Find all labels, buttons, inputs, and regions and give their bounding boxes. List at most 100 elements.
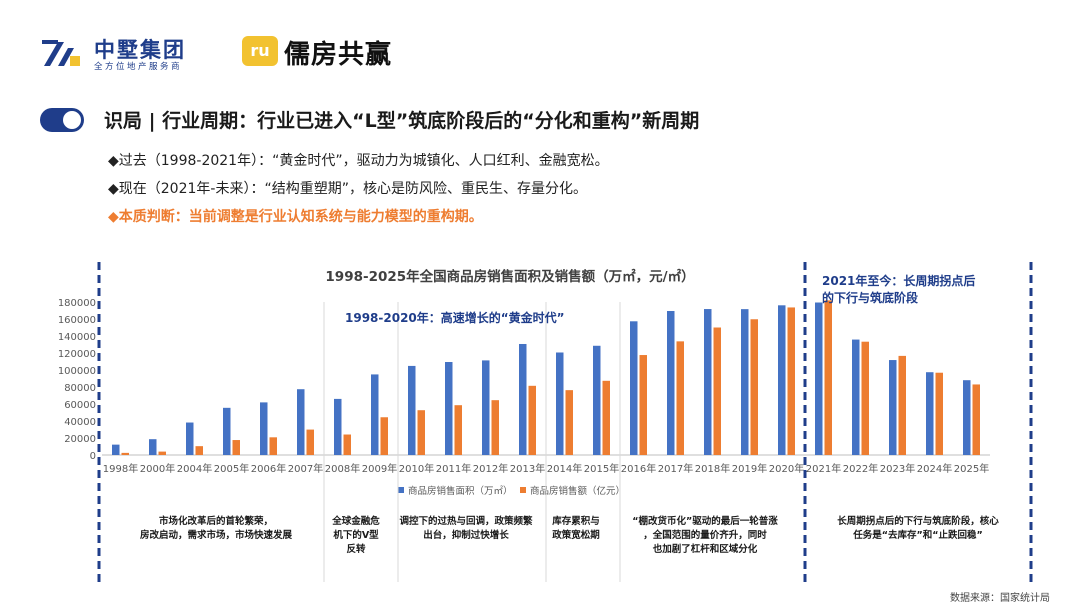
bar-sales-6	[343, 434, 351, 455]
y-tick-label-5: 100000	[58, 366, 96, 377]
x-tick-label-22: 2024年	[917, 462, 952, 475]
company-name: 中墅集团	[94, 38, 186, 62]
bar-area-14	[630, 321, 638, 455]
x-tick-label-11: 2013年	[510, 462, 545, 475]
bullet-judgement: ◆本质判断：当前调整是行业认知系统与能力模型的重构期。	[108, 209, 483, 225]
bar-sales-17	[750, 319, 758, 455]
bar-area-0	[112, 444, 120, 455]
x-tick-label-13: 2015年	[584, 462, 619, 475]
bar-sales-20	[861, 341, 869, 455]
x-tick-label-10: 2012年	[473, 462, 508, 475]
bar-sales-5	[306, 429, 314, 455]
x-tick-label-14: 2016年	[621, 462, 656, 475]
x-tick-label-0: 1998年	[103, 462, 138, 475]
x-tick-label-5: 2007年	[288, 462, 323, 475]
y-tick-label-7: 140000	[58, 332, 96, 343]
bar-area-5	[297, 389, 305, 455]
bar-sales-8	[417, 410, 425, 455]
bar-area-10	[482, 360, 490, 455]
x-tick-label-6: 2008年	[325, 462, 360, 475]
x-tick-label-1: 2000年	[140, 462, 175, 475]
x-tick-label-8: 2010年	[399, 462, 434, 475]
bar-area-15	[667, 311, 675, 455]
y-tick-label-4: 80000	[64, 383, 96, 394]
phase-note-4: “棚改货币化”驱动的最后一轮普涨，全国范围的量价齐升，同时也加剧了杠杆和区域分化	[632, 515, 778, 555]
bar-sales-2	[195, 446, 203, 455]
x-tick-label-23: 2025年	[954, 462, 989, 475]
bar-area-16	[704, 309, 712, 455]
bar-sales-7	[380, 417, 388, 455]
bar-sales-1	[158, 451, 166, 455]
bar-area-13	[593, 345, 601, 455]
x-tick-label-21: 2023年	[880, 462, 915, 475]
phase-note-3: 库存累积与政策宽松期	[551, 515, 600, 541]
x-tick-label-15: 2017年	[658, 462, 693, 475]
bar-area-9	[445, 362, 453, 455]
x-tick-label-12: 2014年	[547, 462, 582, 475]
bar-area-3	[223, 407, 231, 455]
bar-sales-18	[787, 307, 795, 455]
bar-area-12	[556, 352, 564, 455]
bar-area-8	[408, 365, 416, 455]
y-tick-label-0: 0	[90, 451, 96, 462]
bar-sales-13	[602, 380, 610, 455]
building-logo-icon	[42, 40, 80, 66]
y-tick-label-3: 60000	[64, 400, 96, 411]
bar-area-4	[260, 402, 268, 455]
bar-area-20	[852, 339, 860, 455]
company-tagline: 全方位地产服务商	[94, 62, 183, 72]
bar-area-1	[149, 439, 157, 455]
phase-note-0: 市场化改革后的首轮繁荣，房改启动，需求市场，市场快速发展	[140, 515, 293, 541]
bar-area-2	[186, 422, 194, 455]
bullet-present: ◆现在（2021年-未来）：“结构重塑期”，核心是防风险、重民生、存量分化。	[108, 181, 587, 197]
x-tick-label-2: 2004年	[177, 462, 212, 475]
x-tick-label-16: 2018年	[695, 462, 730, 475]
bar-sales-10	[491, 400, 499, 455]
phase-note-2: 调控下的过热与回调，政策频繁出台，抑制过快增长	[399, 515, 533, 541]
bar-sales-15	[676, 341, 684, 455]
bar-sales-14	[639, 355, 647, 455]
bar-area-18	[778, 305, 786, 455]
y-tick-label-8: 160000	[58, 315, 96, 326]
bar-area-22	[926, 372, 934, 455]
x-tick-label-3: 2005年	[214, 462, 249, 475]
bar-sales-22	[935, 372, 943, 455]
y-tick-label-9: 180000	[58, 298, 96, 309]
brand-name: 儒房共赢	[284, 40, 393, 70]
legend-label-1: 商品房销售额（亿元）	[530, 485, 625, 497]
bar-area-6	[334, 398, 342, 455]
bar-area-21	[889, 360, 897, 455]
bar-area-17	[741, 309, 749, 455]
bar-sales-9	[454, 405, 462, 455]
x-tick-label-4: 2006年	[251, 462, 286, 475]
bar-sales-16	[713, 327, 721, 455]
bar-sales-21	[898, 355, 906, 455]
x-tick-label-20: 2022年	[843, 462, 878, 475]
page-title: 识局 | 行业周期：行业已进入“L型”筑底阶段后的“分化和重构”新周期	[104, 110, 700, 132]
bar-area-19	[815, 302, 823, 455]
legend-swatch-0	[398, 487, 404, 493]
y-tick-label-2: 40000	[64, 417, 96, 428]
x-tick-label-18: 2020年	[769, 462, 804, 475]
x-tick-label-7: 2009年	[362, 462, 397, 475]
bar-area-7	[371, 374, 379, 455]
bar-sales-0	[121, 452, 129, 455]
era2-label: 2021年至今：长周期拐点后的下行与筑底阶段	[822, 273, 975, 305]
brand-badge: ru	[242, 36, 278, 66]
y-tick-label-6: 120000	[58, 349, 96, 360]
bar-sales-11	[528, 385, 536, 455]
era1-label: 1998-2020年：高速增长的“黄金时代”	[345, 310, 565, 325]
y-tick-label-1: 20000	[64, 434, 96, 445]
x-tick-label-9: 2011年	[436, 462, 471, 475]
phase-note-1: 全球金融危机下的V型反转	[331, 515, 380, 555]
bullet-past: ◆过去（1998-2021年）：“黄金时代”，驱动力为城镇化、人口红利、金融宽松…	[108, 153, 609, 169]
bar-sales-4	[269, 437, 277, 455]
bar-area-23	[963, 380, 971, 455]
x-tick-label-19: 2021年	[806, 462, 841, 475]
bar-area-11	[519, 343, 527, 455]
chart-title: 1998-2025年全国商品房销售面积及销售额（万㎡，元/㎡）	[325, 268, 694, 285]
legend-swatch-1	[520, 487, 526, 493]
data-source: 数据来源：国家统计局	[950, 593, 1050, 604]
bar-sales-19	[824, 300, 832, 455]
